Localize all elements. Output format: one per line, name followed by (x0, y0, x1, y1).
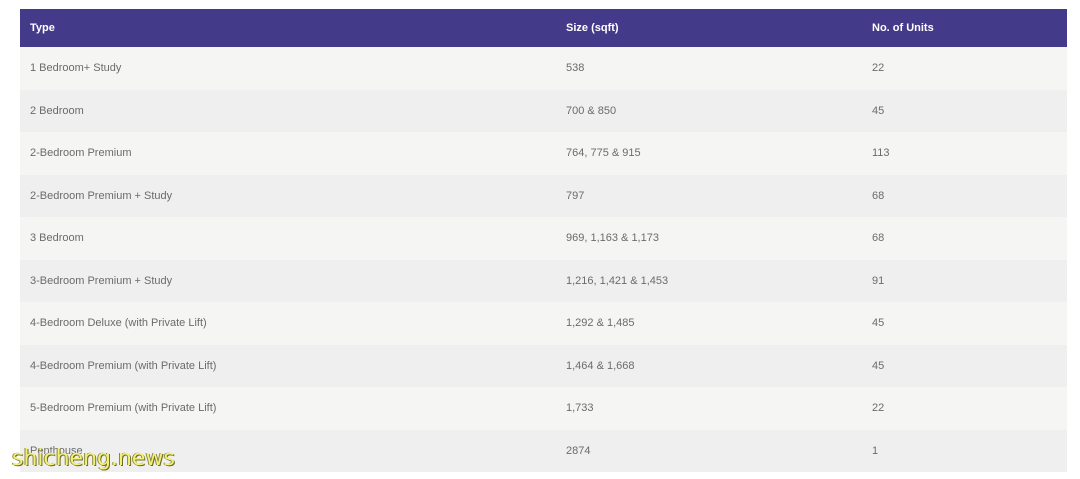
table-row: 4-Bedroom Deluxe (with Private Lift) 1,2… (20, 302, 1067, 345)
table-row: 5-Bedroom Premium (with Private Lift) 1,… (20, 387, 1067, 430)
cell-type: 4-Bedroom Deluxe (with Private Lift) (30, 317, 207, 330)
table-header-row: Type Size (sqft) No. of Units (20, 9, 1067, 47)
cell-units: 22 (872, 62, 885, 75)
cell-units: 22 (872, 402, 885, 415)
table-row: 3 Bedroom 969, 1,163 & 1,173 68 (20, 217, 1067, 260)
column-header-size: Size (sqft) (566, 22, 619, 34)
cell-units: 68 (872, 189, 885, 202)
cell-units: 91 (872, 274, 885, 287)
cell-units: 45 (872, 104, 885, 117)
cell-size: 1,216, 1,421 & 1,453 (566, 274, 669, 287)
unit-mix-table: Type Size (sqft) No. of Units 1 Bedroom+… (20, 9, 1067, 472)
cell-size: 969, 1,163 & 1,173 (566, 232, 659, 245)
cell-size: 700 & 850 (566, 104, 617, 117)
column-header-type: Type (30, 22, 55, 34)
cell-size: 538 (566, 62, 585, 75)
cell-units: 45 (872, 317, 885, 330)
cell-units: 113 (872, 147, 890, 160)
cell-size: 1,464 & 1,668 (566, 359, 635, 372)
table-row: 2-Bedroom Premium + Study 797 68 (20, 174, 1067, 217)
table-row: 3-Bedroom Premium + Study 1,216, 1,421 &… (20, 259, 1067, 302)
cell-units: 1 (872, 444, 879, 457)
table-body: 1 Bedroom+ Study 538 22 2 Bedroom 700 & … (20, 47, 1067, 472)
cell-type: Penthouse (30, 444, 83, 457)
cell-type: 2-Bedroom Premium (30, 147, 132, 160)
table-row: Penthouse 2874 1 (20, 429, 1067, 472)
table-header: Type Size (sqft) No. of Units (20, 9, 1067, 47)
cell-units: 68 (872, 232, 885, 245)
cell-size: 2874 (566, 444, 591, 457)
cell-type: 4-Bedroom Premium (with Private Lift) (30, 359, 217, 372)
table-row: 4-Bedroom Premium (with Private Lift) 1,… (20, 344, 1067, 387)
cell-type: 3-Bedroom Premium + Study (30, 274, 173, 287)
table-row: 1 Bedroom+ Study 538 22 (20, 47, 1067, 90)
cell-type: 3 Bedroom (30, 232, 84, 245)
cell-size: 1,733 (566, 402, 594, 415)
cell-size: 764, 775 & 915 (566, 147, 641, 160)
cell-type: 2 Bedroom (30, 104, 84, 117)
cell-size: 1,292 & 1,485 (566, 317, 635, 330)
cell-type: 5-Bedroom Premium (with Private Lift) (30, 402, 217, 415)
cell-size: 797 (566, 189, 585, 202)
column-header-units: No. of Units (872, 22, 934, 34)
cell-units: 45 (872, 359, 885, 372)
table-row: 2 Bedroom 700 & 850 45 (20, 89, 1067, 132)
cell-type: 2-Bedroom Premium + Study (30, 189, 173, 202)
table-row: 2-Bedroom Premium 764, 775 & 915 113 (20, 132, 1067, 175)
unit-mix-table-container: Type Size (sqft) No. of Units 1 Bedroom+… (20, 9, 1067, 472)
cell-type: 1 Bedroom+ Study (30, 62, 122, 75)
